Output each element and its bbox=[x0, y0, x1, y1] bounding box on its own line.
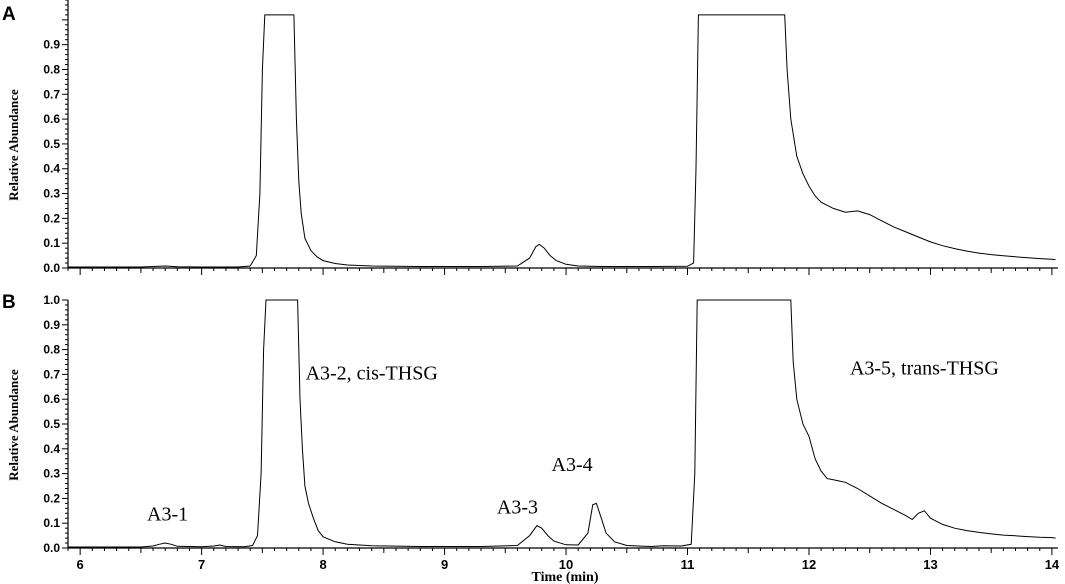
panel-b-ylabel: Relative Abundance bbox=[6, 369, 21, 481]
panel-a-y-tick-label: 0.5 bbox=[43, 137, 60, 151]
panel-b-x-tick-label: 9 bbox=[441, 557, 448, 572]
panel-b: B Relative Abundance 0.00.10.20.30.40.50… bbox=[2, 292, 1060, 584]
panel-b-axes: 0.0 0.1 0.2 0.3 0.4 0.5 0.6 0.7 0.8 0.9 1.0 6 7 8 9 10 1… bbox=[43, 293, 1060, 572]
panel-b-series-line bbox=[68, 299, 1056, 548]
panel-b-y-tick-label: 0.3 bbox=[43, 467, 60, 481]
panel-b-x-tick-label: 13 bbox=[923, 557, 937, 572]
panel-a-y-tick-label: 0.1 bbox=[43, 236, 60, 250]
panel-b-x-tick-label: 11 bbox=[681, 557, 695, 572]
panel-b-x-tick-label: 14 bbox=[1045, 557, 1060, 572]
panel-a-y-tick-label: 0.0 bbox=[43, 261, 60, 275]
panel-a-y-tick-label: 0.9 bbox=[43, 38, 60, 52]
peak-label-2: A3-2, cis-THSG bbox=[306, 362, 438, 384]
peak-label-1: A3-1 bbox=[147, 504, 188, 526]
panel-b-y-tick-label: 0.5 bbox=[43, 417, 60, 431]
panel-b-y-tick-label: 0.4 bbox=[43, 442, 60, 456]
panel-b-y-tick-label: 0.9 bbox=[43, 318, 60, 332]
peak-label-3: A3-3 bbox=[497, 496, 538, 518]
panel-b-x-tick-label: 10 bbox=[559, 557, 573, 572]
panel-b-x-tick-label: 6 bbox=[77, 557, 84, 572]
peak-label-4: A3-4 bbox=[552, 454, 593, 476]
panel-a-y-tick-label: 0.3 bbox=[43, 187, 60, 201]
panel-b-letter: B bbox=[2, 292, 16, 313]
panel-a-ylabel: Relative Abundance bbox=[6, 89, 21, 201]
panel-b-x-tick-label: 7 bbox=[198, 557, 205, 572]
panel-a-y-tick-label: 0.7 bbox=[43, 87, 60, 101]
panel-b-annotations: A3-1 A3-2, cis-THSG A3-3 A3-4 A3-5, trans-TH… bbox=[147, 357, 999, 525]
panel-a-y-tick-label: 0.6 bbox=[43, 112, 60, 126]
panel-a-y-tick-label: 0.8 bbox=[43, 62, 60, 76]
panel-b-xlabel: Time (min) bbox=[531, 570, 598, 584]
panel-a-series-line bbox=[68, 14, 1056, 268]
panel-b-x-tick-label: 12 bbox=[802, 557, 816, 572]
panel-a-y-tick-label: 0.4 bbox=[43, 162, 60, 176]
panel-b-y-tick-label: 0.7 bbox=[43, 367, 60, 381]
panel-b-y-tick-label: 0.2 bbox=[43, 491, 60, 505]
panel-b-y-tick-label: 0.8 bbox=[43, 343, 60, 357]
panel-b-y-tick-label: 0.0 bbox=[43, 541, 60, 555]
panel-b-x-tick-label: 8 bbox=[319, 557, 326, 572]
panel-b-y-tick-label: 0.6 bbox=[43, 392, 60, 406]
panel-a-letter: A bbox=[2, 4, 16, 25]
panel-a-axes: 0.0 0.1 0.2 0.3 0.4 0.5 0.6 0.7 0.8 0.9 bbox=[43, 0, 1058, 275]
peak-label-5: A3-5, trans-THSG bbox=[850, 357, 999, 379]
panel-a: A Relative Abundance 0.00.10.20.30.40.50… bbox=[2, 0, 1058, 275]
panel-b-y-tick-label: 1.0 bbox=[43, 293, 60, 307]
panel-a-y-tick-label: 0.2 bbox=[43, 211, 60, 225]
panel-b-y-tick-label: 0.1 bbox=[43, 516, 60, 530]
